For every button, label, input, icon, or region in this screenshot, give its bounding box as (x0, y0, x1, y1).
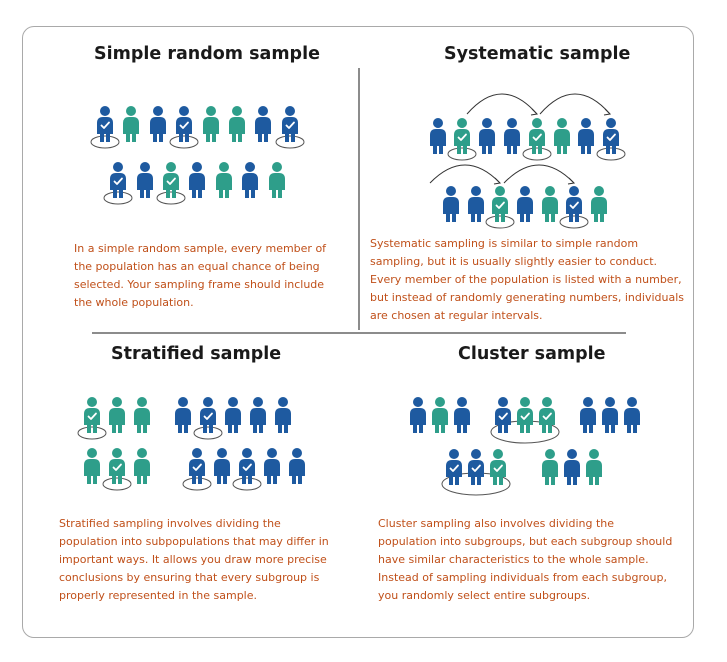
check-icon (166, 177, 176, 185)
person-icon (193, 397, 223, 440)
person-icon (289, 448, 305, 484)
person-icon (596, 118, 626, 161)
person-icon (214, 448, 230, 484)
person-icon (102, 448, 132, 491)
cluster-description: Cluster sampling also involves dividing … (378, 517, 673, 602)
check-icon (520, 412, 530, 420)
person-icon (578, 118, 594, 154)
check-icon (498, 412, 508, 420)
person-icon (580, 397, 596, 433)
horizontal-divider (92, 332, 626, 334)
person-icon (490, 449, 506, 485)
person-icon (269, 162, 285, 198)
person-icon (156, 162, 186, 205)
check-icon (449, 464, 459, 472)
person-icon (242, 162, 258, 198)
check-icon (192, 463, 202, 471)
curved-arrow-icon (503, 164, 576, 185)
person-icon (134, 397, 150, 433)
person-icon (264, 448, 280, 484)
person-icon (77, 397, 107, 440)
check-icon (606, 133, 616, 141)
person-icon (542, 449, 558, 485)
person-icon (624, 397, 640, 433)
person-icon (495, 397, 511, 433)
check-icon (285, 121, 295, 129)
person-icon (468, 449, 484, 485)
person-icon (250, 397, 266, 433)
person-icon (84, 448, 100, 484)
person-icon (479, 118, 495, 154)
check-icon (471, 464, 481, 472)
person-icon (517, 186, 533, 222)
person-icon (229, 106, 245, 142)
check-icon (457, 133, 467, 141)
person-icon (591, 186, 607, 222)
person-icon (586, 449, 602, 485)
person-icon (485, 186, 515, 229)
curved-arrow-icon (539, 93, 612, 116)
person-icon (175, 397, 191, 433)
person-icon (123, 106, 139, 142)
simple-random-description: In a simple random sample, every member … (74, 242, 327, 309)
person-icon (430, 118, 446, 154)
person-icon (150, 106, 166, 142)
person-icon (454, 397, 470, 433)
person-icon (169, 106, 199, 149)
person-icon (255, 106, 271, 142)
person-icon (103, 162, 133, 205)
person-icon (232, 448, 262, 491)
person-icon (109, 397, 125, 433)
person-icon (564, 449, 580, 485)
systematic-description: Systematic sampling is similar to simple… (370, 237, 684, 322)
curved-arrow-icon (429, 164, 502, 185)
person-icon (182, 448, 212, 491)
check-icon (87, 412, 97, 420)
check-icon (112, 463, 122, 471)
simple-random-title: Simple random sample (94, 44, 320, 64)
person-icon (275, 397, 291, 433)
person-icon (602, 397, 618, 433)
person-icon (522, 118, 552, 161)
check-icon (203, 412, 213, 420)
check-icon (113, 177, 123, 185)
person-icon (517, 397, 533, 433)
curved-arrow-icon (466, 93, 539, 116)
person-icon (554, 118, 570, 154)
person-icon (542, 186, 558, 222)
person-icon (189, 162, 205, 198)
cluster-title: Cluster sample (458, 344, 606, 364)
person-icon (410, 397, 426, 433)
person-icon (559, 186, 589, 229)
person-icon (90, 106, 120, 149)
person-icon (468, 186, 484, 222)
person-icon (443, 186, 459, 222)
diagram-frame (22, 26, 694, 638)
check-icon (100, 121, 110, 129)
person-icon (216, 162, 232, 198)
person-icon (203, 106, 219, 142)
check-icon (493, 464, 503, 472)
person-icon (275, 106, 305, 149)
person-icon (134, 448, 150, 484)
systematic-title: Systematic sample (444, 44, 631, 64)
person-icon (137, 162, 153, 198)
check-icon (542, 412, 552, 420)
person-icon (539, 397, 555, 433)
check-icon (532, 133, 542, 141)
stratified-title: Stratified sample (111, 344, 282, 364)
vertical-divider (358, 68, 360, 330)
person-icon (225, 397, 241, 433)
person-icon (504, 118, 520, 154)
check-icon (242, 463, 252, 471)
check-icon (569, 201, 579, 209)
stratified-description: Stratified sampling involves dividing th… (59, 517, 329, 602)
person-icon (432, 397, 448, 433)
check-icon (179, 121, 189, 129)
person-icon (446, 449, 462, 485)
person-icon (447, 118, 477, 161)
check-icon (495, 201, 505, 209)
